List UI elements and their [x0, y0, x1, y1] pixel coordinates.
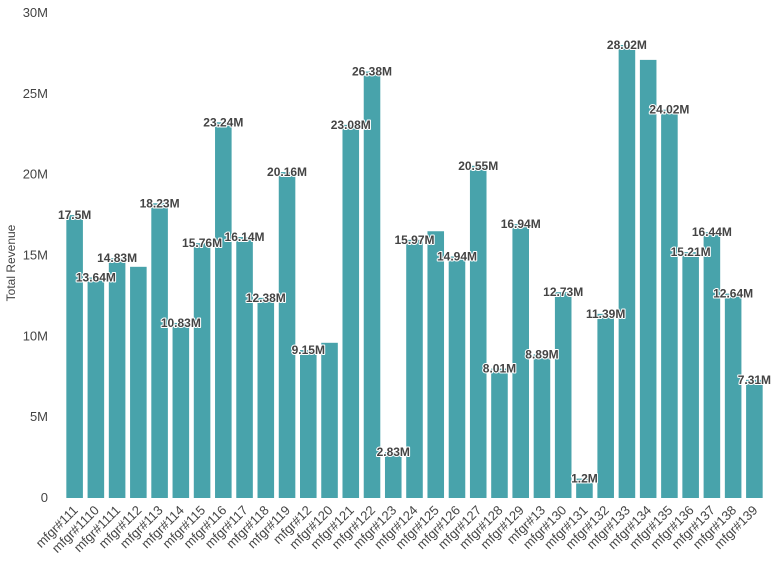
- data-label: 15.21M: [671, 245, 711, 259]
- data-label: 8.89M: [525, 347, 558, 361]
- data-label: 17.5M: [58, 208, 91, 222]
- y-tick-label: 5M: [30, 409, 48, 424]
- data-label: 16.44M: [692, 225, 732, 239]
- data-label: 16.94M: [501, 217, 541, 231]
- bar: [554, 292, 572, 498]
- data-label: 24.02M: [649, 103, 689, 117]
- data-label: 8.01M: [483, 362, 516, 376]
- data-label: 15.76M: [182, 236, 222, 250]
- bar: [491, 368, 508, 498]
- y-tick-label: 0: [41, 490, 48, 505]
- data-label: 20.55M: [458, 159, 498, 173]
- data-label: 12.73M: [543, 285, 583, 299]
- bar: [618, 45, 636, 498]
- bar: [448, 256, 466, 498]
- data-label: 23.08M: [331, 118, 371, 132]
- bar: [193, 243, 211, 498]
- bar: [703, 232, 721, 498]
- bar: [533, 354, 551, 498]
- bar: [363, 71, 381, 499]
- y-tick-label: 30M: [23, 5, 48, 20]
- bar: [172, 322, 190, 498]
- data-label: 14.94M: [437, 249, 477, 263]
- bar: [278, 172, 296, 498]
- bars: [66, 45, 763, 499]
- bar: [321, 342, 338, 498]
- x-axis: mfgr#111mfgr#1110mfgr#1111mfgr#112mfgr#1…: [33, 503, 761, 556]
- bar: [300, 350, 317, 498]
- y-axis-label: Total Revenue: [4, 224, 18, 301]
- bar: [151, 203, 168, 498]
- data-label: 1.2M: [571, 472, 598, 486]
- data-label: 14.83M: [97, 251, 137, 265]
- data-label: 23.24M: [203, 115, 243, 129]
- data-label: 28.02M: [607, 38, 647, 52]
- bar: [661, 109, 678, 498]
- data-label: 9.15M: [292, 343, 325, 357]
- bar: [215, 122, 232, 498]
- bar: [512, 224, 529, 499]
- bar: [427, 231, 445, 498]
- y-tick-label: 25M: [23, 86, 48, 101]
- data-label: 10.83M: [161, 316, 201, 330]
- bar: [746, 379, 763, 498]
- data-label: 18.23M: [140, 196, 180, 210]
- bar: [87, 277, 105, 498]
- bar: [469, 165, 487, 498]
- bar: [384, 452, 402, 498]
- data-label: 12.64M: [713, 287, 753, 301]
- data-label: 11.39M: [586, 307, 625, 321]
- bar: [597, 313, 614, 498]
- bar: [682, 252, 699, 498]
- bar: [66, 215, 83, 499]
- data-labels: 17.5M 13.64M 14.83M 18.23M 10.83M 15.76M 23.24…: [57, 37, 772, 487]
- y-axis: 0 5M 10M 15M 20M 25M 30M: [23, 5, 48, 505]
- bar: [257, 297, 275, 498]
- y-tick-label: 15M: [23, 248, 48, 263]
- y-tick-label: 10M: [23, 328, 48, 343]
- data-label: 20.16M: [267, 165, 307, 179]
- data-label: 7.31M: [738, 373, 771, 387]
- bar: [576, 478, 593, 498]
- bar: [130, 266, 147, 498]
- bar: [724, 293, 742, 498]
- y-tick-label: 20M: [23, 167, 48, 182]
- data-label: 26.38M: [352, 65, 392, 79]
- data-label: 13.64M: [76, 270, 116, 284]
- bar: [108, 258, 126, 498]
- data-label: 12.38M: [246, 291, 286, 305]
- bar: [406, 239, 423, 498]
- bar: [639, 59, 657, 499]
- data-label: 15.97M: [394, 233, 434, 247]
- bar: [236, 237, 253, 498]
- bar: [342, 124, 360, 498]
- data-label: 16.14M: [225, 230, 265, 244]
- data-label: 2.83M: [377, 445, 410, 459]
